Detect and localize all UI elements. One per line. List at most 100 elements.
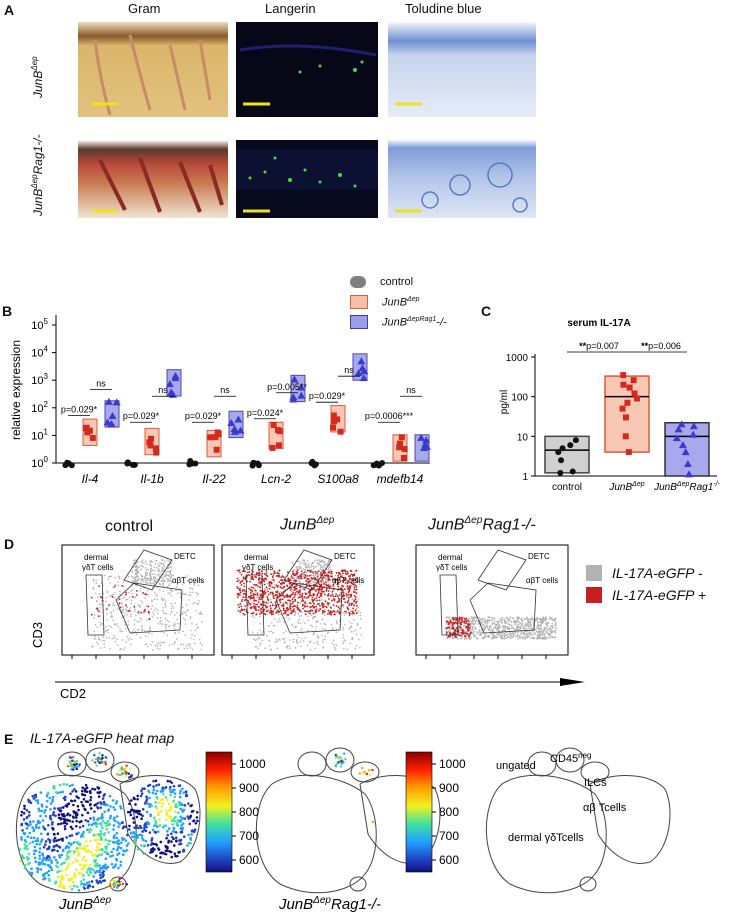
- e-heat-point: [99, 790, 102, 794]
- d-event-neg: [159, 572, 161, 575]
- d-event-neg: [482, 618, 484, 620]
- c-point: [683, 460, 692, 468]
- d-event-pos: [336, 610, 339, 613]
- b-point: [83, 424, 90, 431]
- c-point: [559, 445, 566, 452]
- d-event-pos: [244, 598, 247, 601]
- e-heat-point: [126, 810, 130, 814]
- col-header-langerin: Langerin: [265, 1, 316, 16]
- e-heat-point: [154, 854, 158, 858]
- e-heat-point: [82, 874, 85, 877]
- c-point: [626, 384, 633, 391]
- d-event-neg: [445, 616, 447, 619]
- e-heat-point: [38, 857, 42, 860]
- d-event-pos: [321, 605, 324, 608]
- d-event-neg: [135, 573, 138, 576]
- d-event-neg: [94, 635, 96, 638]
- d-event-neg: [274, 586, 277, 588]
- d-event-pos: [311, 599, 314, 602]
- e-heat-point: [119, 773, 123, 777]
- d-event-pos: [250, 594, 253, 597]
- d-event-neg: [285, 616, 288, 618]
- d-event-neg: [191, 648, 194, 651]
- b-point: [400, 454, 407, 461]
- e-heat-point: [23, 864, 27, 867]
- e-heat-point: [125, 844, 129, 847]
- e-heat-point: [96, 791, 100, 794]
- d-event-neg: [288, 645, 291, 647]
- d-event-neg: [473, 617, 475, 620]
- d-event-pos: [266, 606, 269, 608]
- d-event-neg: [170, 607, 173, 610]
- d-event-pos: [287, 579, 290, 582]
- d-event-neg: [292, 638, 295, 641]
- d-event-neg: [324, 635, 327, 638]
- e-map1-region-ilcs: [110, 761, 140, 783]
- d-event-neg: [483, 625, 485, 627]
- d-event-neg: [137, 565, 139, 568]
- e-heat-point: [28, 799, 31, 803]
- e-heat-point: [116, 772, 119, 776]
- d-event-pos: [263, 590, 266, 593]
- e-heat-point: [92, 818, 96, 822]
- e-heat-point: [89, 839, 92, 843]
- d-event-neg: [471, 622, 474, 624]
- d-event-pos: [243, 592, 246, 595]
- b-gene-label: Il-1b: [140, 472, 164, 486]
- d-event-neg: [495, 624, 497, 626]
- d-event-neg: [302, 559, 305, 561]
- b-point: [207, 434, 214, 441]
- e-key-region-cd45neg: [555, 747, 585, 773]
- d-event-pos: [271, 604, 274, 607]
- d-event-neg: [105, 600, 107, 603]
- d-event-neg: [482, 627, 485, 630]
- e-key-region-dermal: [486, 774, 607, 894]
- d-event-neg: [284, 581, 286, 584]
- d-event-pos: [268, 583, 271, 586]
- legend-junb: JunBΔep: [350, 292, 447, 312]
- d-event-neg: [334, 648, 337, 651]
- d-event-pos: [273, 570, 276, 573]
- d-event-pos: [447, 623, 450, 626]
- d-event-neg: [533, 633, 536, 636]
- d-event-neg: [519, 637, 521, 640]
- d-event-neg: [168, 583, 171, 585]
- b-point: [107, 419, 116, 427]
- e-heat-point: [84, 839, 88, 843]
- d-event-pos: [313, 606, 316, 609]
- e-heat-point: [368, 774, 372, 777]
- d-event-neg: [459, 629, 462, 631]
- b-point: [89, 434, 96, 441]
- e-heat-point: [125, 771, 128, 774]
- e-heat-point: [116, 821, 120, 824]
- d-event-pos: [355, 612, 358, 614]
- d-event-neg: [162, 582, 164, 585]
- e-heat-point: [158, 801, 162, 804]
- e-heat-point: [25, 827, 29, 830]
- d-event-neg: [528, 633, 530, 636]
- d-event-neg: [542, 621, 544, 624]
- d-event-neg: [183, 647, 186, 650]
- e-heat-point: [82, 830, 85, 834]
- d-event-neg: [349, 642, 351, 645]
- e-heat-point: [111, 840, 115, 844]
- e-heat-point: [127, 828, 131, 831]
- e-heat-point: [142, 851, 145, 855]
- d-event-neg: [510, 634, 512, 637]
- d-event-neg: [201, 620, 203, 623]
- e-heat-point: [76, 804, 80, 808]
- b-point: [275, 442, 282, 449]
- e-heat-point: [88, 828, 92, 831]
- d-event-neg: [299, 640, 302, 643]
- d-event-neg: [487, 627, 489, 630]
- e-heat-point: [34, 799, 38, 802]
- d-event-neg: [143, 562, 145, 564]
- d-event-neg: [198, 638, 201, 641]
- e-heat-point: [102, 833, 106, 837]
- d-event-pos: [100, 596, 103, 599]
- d-event-pos: [295, 571, 298, 573]
- d-event-neg: [536, 618, 539, 621]
- d-event-neg: [343, 614, 346, 617]
- d-event-neg: [139, 604, 142, 607]
- d-event-pos: [465, 617, 468, 620]
